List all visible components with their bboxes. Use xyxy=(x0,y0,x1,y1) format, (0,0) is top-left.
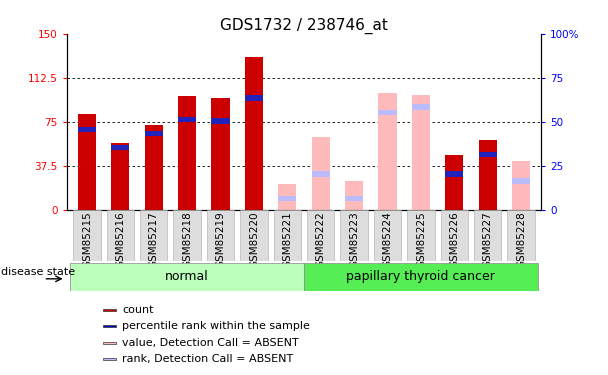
Bar xyxy=(78,114,96,210)
Bar xyxy=(304,262,538,291)
Text: GSM85224: GSM85224 xyxy=(382,211,393,268)
Bar xyxy=(212,98,230,210)
Text: GSM85221: GSM85221 xyxy=(282,211,292,268)
Bar xyxy=(340,210,368,261)
Bar xyxy=(445,155,463,210)
Text: count: count xyxy=(122,305,154,315)
Bar xyxy=(240,210,268,261)
Text: GSM85225: GSM85225 xyxy=(416,211,426,268)
Bar xyxy=(445,171,463,177)
Bar xyxy=(212,118,230,124)
Bar xyxy=(311,137,330,210)
Text: value, Detection Call = ABSENT: value, Detection Call = ABSENT xyxy=(122,338,299,348)
Bar xyxy=(378,110,396,115)
Bar xyxy=(103,325,116,327)
Bar xyxy=(70,262,304,291)
Text: GSM85215: GSM85215 xyxy=(82,211,92,268)
Bar xyxy=(441,210,468,261)
Bar xyxy=(244,96,263,101)
Bar xyxy=(407,210,435,261)
Bar xyxy=(474,210,502,261)
Bar xyxy=(78,127,96,132)
Bar xyxy=(278,196,297,201)
Text: GSM85219: GSM85219 xyxy=(215,211,226,268)
Bar xyxy=(307,210,334,261)
Text: rank, Detection Call = ABSENT: rank, Detection Call = ABSENT xyxy=(122,354,293,364)
Bar xyxy=(178,96,196,210)
Bar xyxy=(311,171,330,177)
Bar xyxy=(478,152,497,157)
Bar xyxy=(140,210,167,261)
Bar xyxy=(378,93,396,210)
Text: GSM85228: GSM85228 xyxy=(516,211,526,268)
Title: GDS1732 / 238746_at: GDS1732 / 238746_at xyxy=(220,18,388,34)
Bar xyxy=(412,104,430,110)
Bar xyxy=(345,196,364,201)
Bar xyxy=(103,358,116,360)
Bar xyxy=(244,57,263,210)
Bar xyxy=(145,131,163,136)
Bar xyxy=(207,210,234,261)
Bar xyxy=(145,125,163,210)
Text: GSM85223: GSM85223 xyxy=(349,211,359,268)
Bar xyxy=(173,210,201,261)
Bar xyxy=(103,342,116,344)
Bar xyxy=(274,210,301,261)
Bar xyxy=(508,210,535,261)
Text: papillary thyroid cancer: papillary thyroid cancer xyxy=(347,270,496,283)
Bar xyxy=(111,143,130,210)
Bar xyxy=(374,210,401,261)
Bar xyxy=(345,181,364,210)
Bar xyxy=(512,160,530,210)
Text: disease state: disease state xyxy=(1,267,75,278)
Text: GSM85222: GSM85222 xyxy=(316,211,326,268)
Bar xyxy=(412,95,430,210)
Text: GSM85216: GSM85216 xyxy=(116,211,125,268)
Bar xyxy=(103,309,116,311)
Text: GSM85226: GSM85226 xyxy=(449,211,459,268)
Bar xyxy=(106,210,134,261)
Text: normal: normal xyxy=(165,270,209,283)
Text: GSM85227: GSM85227 xyxy=(483,211,492,268)
Bar xyxy=(478,140,497,210)
Text: GSM85218: GSM85218 xyxy=(182,211,192,268)
Bar xyxy=(73,210,100,261)
Text: GSM85217: GSM85217 xyxy=(149,211,159,268)
Text: GSM85220: GSM85220 xyxy=(249,211,259,268)
Bar xyxy=(512,178,530,184)
Bar xyxy=(178,117,196,122)
Text: percentile rank within the sample: percentile rank within the sample xyxy=(122,321,310,331)
Bar xyxy=(278,184,297,210)
Bar xyxy=(111,145,130,150)
